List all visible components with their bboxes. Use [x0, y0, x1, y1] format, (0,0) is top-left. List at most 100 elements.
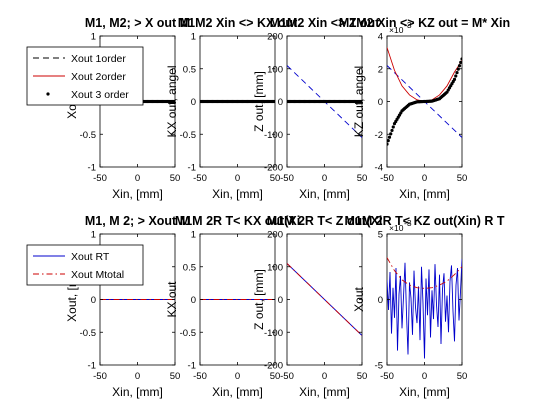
y-axis-label: KZ out, angel	[352, 66, 366, 137]
x-axis-label: Xin, [mm]	[212, 187, 263, 201]
y-tick-label: 1	[91, 32, 96, 43]
x-tick-label: -50	[380, 173, 394, 184]
series-4-3-point	[392, 125, 395, 128]
x-tick-label: 50	[357, 371, 368, 382]
y-tick-label: 0	[378, 97, 383, 108]
x-tick-label: -50	[193, 173, 207, 184]
y-tick-label: 0	[278, 295, 283, 306]
series-4-3-point	[388, 136, 391, 139]
x-tick-label: 50	[270, 173, 281, 184]
x-tick-label: -50	[93, 173, 107, 184]
y-tick-label: 1	[91, 230, 96, 241]
series-4-3-point	[460, 57, 463, 60]
y-tick-label: -1	[88, 163, 96, 174]
y-axis-label: Z out, [mm]	[252, 269, 266, 330]
legend-entry: Xout 1order	[71, 53, 126, 65]
y-tick-label: 0	[191, 97, 196, 108]
x-tick-label: -50	[193, 371, 207, 382]
series-4-3-point	[389, 132, 392, 135]
series-4-3-point	[455, 71, 458, 74]
x-tick-label: 50	[170, 173, 181, 184]
legend-entry: Xout Mtotal	[71, 269, 124, 281]
x-axis-label: Xin, [mm]	[112, 385, 163, 399]
y-tick-label: 200	[267, 32, 283, 43]
legend-marker	[46, 92, 49, 95]
x-tick-label: 0	[322, 173, 327, 184]
y-tick-label: -200	[264, 163, 283, 174]
y-tick-label: 0.5	[183, 64, 196, 75]
y-tick-label: 2	[378, 64, 383, 75]
y-axis-label: KX out	[165, 281, 179, 318]
y-tick-label: 100	[267, 64, 283, 75]
y-tick-label: -100	[264, 328, 283, 339]
y-axis-label: Xout	[352, 286, 366, 311]
x-tick-label: -50	[280, 173, 294, 184]
x-tick-label: 50	[457, 173, 468, 184]
x-tick-label: 0	[422, 371, 427, 382]
x-axis-label: Xin, [mm]	[399, 385, 450, 399]
series-4-3-point	[458, 64, 461, 67]
x-tick-label: 0	[422, 173, 427, 184]
x-tick-label: -50	[93, 371, 107, 382]
x-tick-label: 0	[322, 371, 327, 382]
y-tick-label: -1	[88, 361, 96, 372]
series-4-3-point	[387, 139, 390, 142]
x-tick-label: 0	[235, 173, 240, 184]
y-tick-label: 0.5	[183, 262, 196, 273]
y-tick-label: 1	[191, 32, 196, 43]
legend-1: Xout 1order Xout 2order Xout 3 order	[27, 47, 143, 105]
x-axis-label: Xin, [mm]	[299, 385, 350, 399]
y-tick-label: -1	[188, 163, 196, 174]
x-tick-label: 50	[457, 371, 468, 382]
y-tick-label: 0	[278, 97, 283, 108]
y-tick-label: -2	[375, 130, 383, 141]
legend-entry: Xout 3 order	[71, 89, 129, 101]
x-tick-label: 50	[170, 371, 181, 382]
y-tick-label: 5	[378, 230, 383, 241]
y-tick-label: -200	[264, 361, 283, 372]
x-tick-label: 0	[135, 173, 140, 184]
x-axis-label: Xin, [mm]	[112, 187, 163, 201]
y-tick-label: 200	[267, 230, 283, 241]
y-tick-label: 1	[191, 230, 196, 241]
series-4-3-point	[385, 142, 388, 145]
y-tick-label: -0.5	[80, 328, 96, 339]
x-axis-label: Xin, [mm]	[299, 187, 350, 201]
y-tick-label: 100	[267, 262, 283, 273]
series-4-3-point	[457, 68, 460, 71]
subplot-title: M1M 2R T< KZ out(Xin) R T	[344, 214, 504, 228]
y-tick-label: 4	[378, 32, 383, 43]
y-tick-label: -0.5	[180, 130, 196, 141]
series-4-3-point	[454, 74, 457, 77]
y-axis-label: Z out, [mm]	[252, 71, 266, 132]
y-tick-label: 0	[191, 295, 196, 306]
x-tick-label: 50	[270, 371, 281, 382]
subplot-title: M1, M2; > X out M	[85, 16, 190, 30]
y-tick-label: -5	[375, 361, 383, 372]
x-tick-label: 50	[357, 173, 368, 184]
y-tick-label: -100	[264, 130, 283, 141]
legend-entry: Xout 2order	[71, 71, 126, 83]
x-tick-label: 0	[135, 371, 140, 382]
x-tick-label: -50	[380, 371, 394, 382]
x-tick-label: 0	[235, 371, 240, 382]
x-axis-label: Xin, [mm]	[399, 187, 450, 201]
y-tick-label: -0.5	[80, 130, 96, 141]
series-4-3-point	[390, 129, 393, 132]
series-4-3-point	[459, 61, 462, 64]
subplot-title: M1M2 Xin <> KZ out = M* Xin	[339, 16, 510, 30]
y-tick-label: -4	[375, 163, 383, 174]
y-tick-label: -1	[188, 361, 196, 372]
y-tick-label: 0	[378, 295, 383, 306]
series-4-3-point	[453, 78, 456, 81]
legend-entry: Xout RT	[71, 251, 110, 263]
x-tick-label: -50	[280, 371, 294, 382]
y-tick-label: 0	[91, 295, 96, 306]
y-tick-label: -0.5	[180, 328, 196, 339]
x-axis-label: Xin, [mm]	[212, 385, 263, 399]
y-axis-label: KX out, angel	[165, 65, 179, 137]
legend-5: Xout RT Xout Mtotal	[27, 245, 143, 285]
